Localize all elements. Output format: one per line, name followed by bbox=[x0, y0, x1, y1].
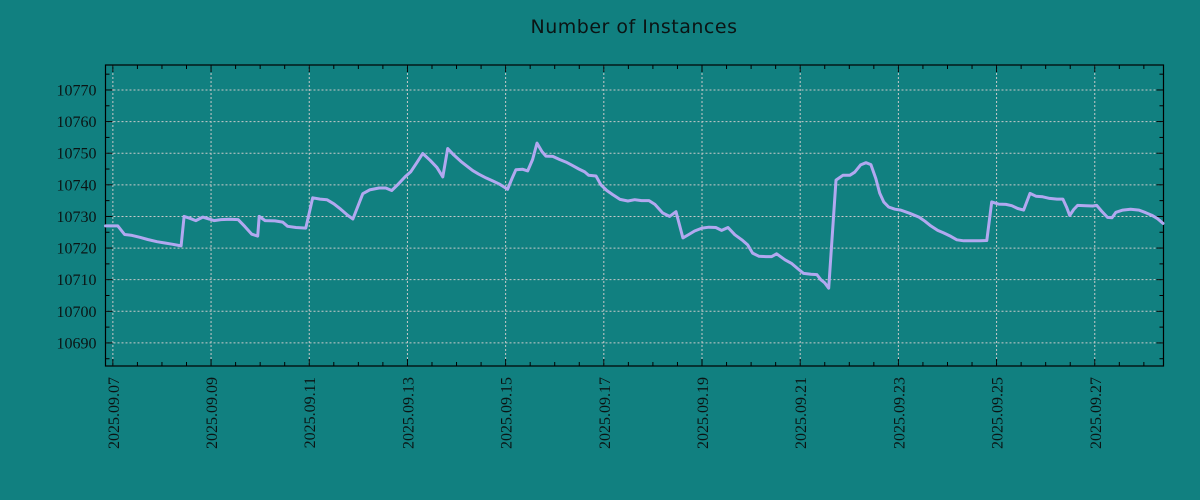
x-tick-label: 2025.09.23 bbox=[891, 377, 908, 449]
x-tick-label: 2025.09.09 bbox=[204, 377, 221, 449]
data-line-instances bbox=[104, 141, 1165, 290]
chart-title: Number of Instances bbox=[530, 16, 738, 38]
x-tick-label: 2025.09.15 bbox=[499, 377, 516, 449]
y-tick-label: 10700 bbox=[57, 304, 97, 321]
y-tick-label: 10740 bbox=[57, 177, 97, 194]
x-tick-label: 2025.09.13 bbox=[400, 377, 417, 449]
x-tick-label: 2025.09.17 bbox=[597, 377, 614, 449]
y-tick-label: 10730 bbox=[57, 209, 97, 226]
y-tick-label: 10770 bbox=[57, 82, 97, 99]
y-tick-label: 10720 bbox=[57, 241, 97, 258]
x-tick-label: 2025.09.27 bbox=[1088, 377, 1105, 449]
y-tick-label: 10750 bbox=[57, 146, 97, 163]
x-tick-label: 2025.09.07 bbox=[106, 377, 123, 449]
y-tick-label: 10760 bbox=[57, 114, 97, 131]
y-tick-label: 10690 bbox=[57, 335, 97, 352]
x-tick-label: 2025.09.21 bbox=[793, 377, 810, 449]
x-tick-label: 2025.09.11 bbox=[302, 377, 319, 448]
plot-frame bbox=[104, 64, 1165, 367]
x-tick-label: 2025.09.25 bbox=[990, 377, 1007, 449]
x-tick-label: 2025.09.19 bbox=[695, 377, 712, 449]
y-tick-label: 10710 bbox=[57, 272, 97, 289]
